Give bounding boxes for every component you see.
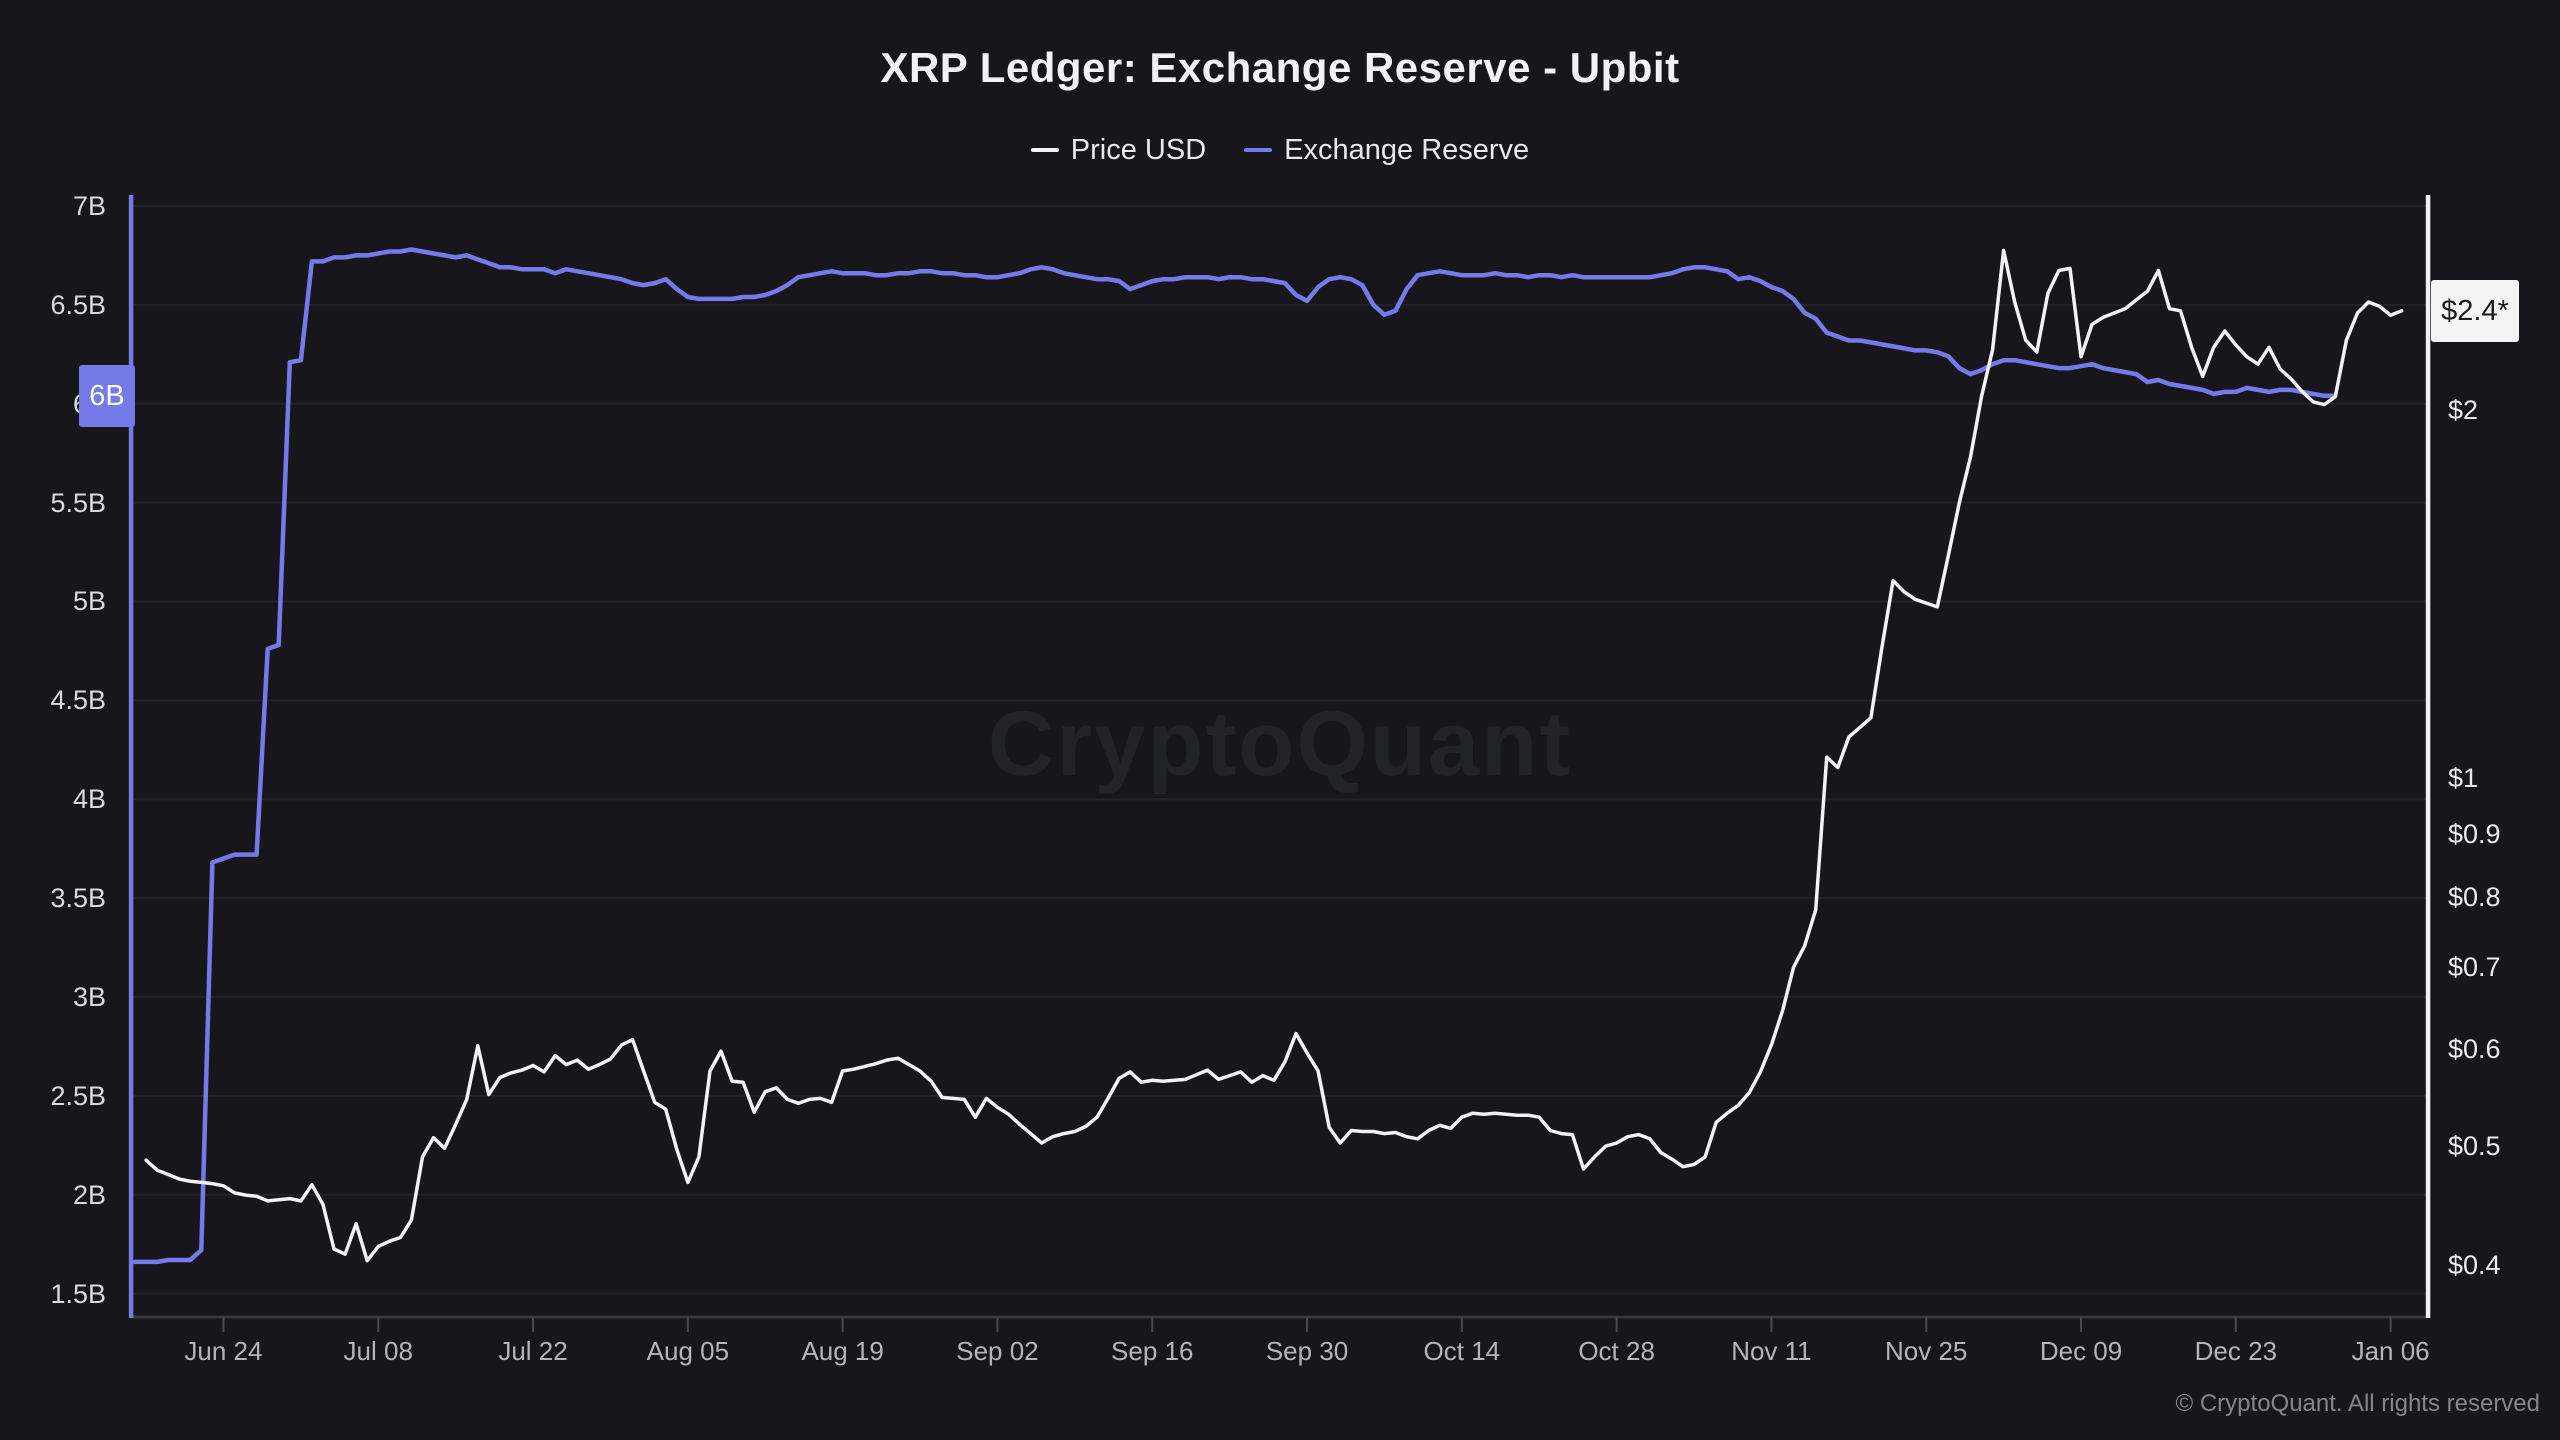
right-axis-tick-label: $0.9 — [2448, 818, 2501, 849]
reserve-last-value-badge: 6B — [79, 364, 135, 427]
right-axis-tick-label: $0.5 — [2448, 1131, 2501, 1162]
left-axis-tick-label: 4B — [72, 784, 106, 815]
right-axis-tick-label: $0.8 — [2448, 881, 2501, 912]
right-axis-tick-label: $0.4 — [2448, 1249, 2501, 1280]
left-axis-line — [128, 195, 134, 1318]
copyright-text: © CryptoQuant. All rights reserved — [2175, 1390, 2541, 1417]
price-line-swatch-icon — [1030, 148, 1059, 152]
left-axis-tick-label: 2.5B — [50, 1080, 106, 1111]
x-axis-tick-label: Nov 25 — [1885, 1336, 1968, 1366]
price-usd-line — [144, 248, 2404, 1263]
price-last-value-badge: $2.4* — [2431, 279, 2519, 342]
x-axis-tick-label: Sep 30 — [1265, 1336, 1349, 1366]
x-axis-tick-label: Dec 09 — [2039, 1336, 2123, 1366]
legend-item-price-usd[interactable]: Price USD — [1030, 133, 1207, 167]
left-axis-tick-label: 1.5B — [50, 1278, 106, 1309]
left-axis-tick-label: 7B — [72, 191, 106, 221]
x-axis-tick-label: Oct 28 — [1578, 1336, 1655, 1366]
left-axis-tick-label: 3B — [72, 981, 106, 1012]
page-title: XRP Ledger: Exchange Reserve - Upbit — [880, 44, 1680, 91]
right-axis-tick-label: $0.7 — [2448, 952, 2501, 983]
right-axis-tick-label: $1 — [2448, 763, 2479, 793]
legend-item-exchange-reserve[interactable]: Exchange Reserve — [1244, 134, 1529, 167]
x-axis-tick-label: Jul 08 — [343, 1336, 413, 1366]
x-axis-tick-label: Jun 24 — [184, 1336, 263, 1366]
exchange-reserve-line — [132, 247, 2338, 1265]
reserve-line-swatch-icon — [1244, 148, 1273, 152]
left-axis-tick-label: 4.5B — [50, 685, 106, 716]
right-axis-line — [2425, 195, 2431, 1318]
x-axis-tick-label: Jul 22 — [498, 1336, 568, 1366]
x-axis-tick-label: Sep 16 — [1111, 1336, 1194, 1366]
x-axis-tick-label: Aug 05 — [646, 1336, 730, 1366]
left-axis-tick-label: 5B — [72, 586, 106, 617]
x-axis-tick-label: Aug 19 — [801, 1336, 884, 1366]
x-axis-tick-label: Jan 06 — [2351, 1336, 2430, 1366]
x-axis-tick-label: Sep 02 — [956, 1336, 1039, 1366]
plot-area[interactable] — [131, 195, 2428, 1317]
x-axis-tick-label: Oct 14 — [1423, 1336, 1501, 1366]
left-axis-tick-label: 6.5B — [50, 289, 106, 320]
legend: Price USD Exchange Reserve — [0, 130, 2560, 170]
left-axis-tick-label: 5.5B — [50, 487, 106, 518]
left-axis-tick-label: 2B — [72, 1179, 106, 1210]
right-axis-tick-label: $0.6 — [2448, 1034, 2501, 1065]
x-axis-tick-label: Nov 11 — [1731, 1336, 1812, 1366]
left-axis-tick-label: 3.5B — [50, 883, 106, 914]
x-axis-tick-label: Dec 23 — [2194, 1336, 2278, 1366]
watermark: CryptoQuant — [987, 693, 1573, 795]
legend-label-price-usd: Price USD — [1070, 133, 1207, 166]
right-axis-tick-label: $2 — [2448, 394, 2479, 425]
legend-label-exchange-reserve: Exchange Reserve — [1284, 133, 1530, 166]
